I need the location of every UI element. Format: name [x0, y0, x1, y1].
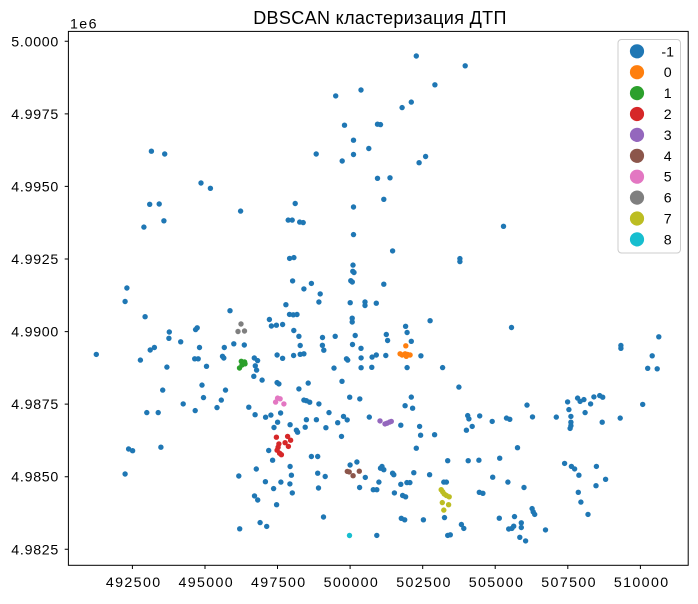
- svg-text:1e6: 1e6: [70, 17, 97, 33]
- svg-text:502500: 502500: [396, 575, 450, 591]
- svg-text:1: 1: [664, 86, 672, 102]
- svg-text:497500: 497500: [251, 575, 305, 591]
- svg-text:5: 5: [664, 170, 672, 186]
- svg-text:2: 2: [664, 107, 672, 123]
- svg-text:4.9875: 4.9875: [11, 397, 58, 413]
- svg-text:500000: 500000: [324, 575, 378, 591]
- svg-text:8: 8: [664, 232, 672, 248]
- svg-text:0: 0: [664, 65, 672, 81]
- svg-text:505000: 505000: [469, 575, 523, 591]
- svg-text:5.0000: 5.0000: [11, 34, 58, 50]
- svg-text:4.9950: 4.9950: [11, 179, 58, 195]
- svg-text:492500: 492500: [106, 575, 160, 591]
- svg-text:6: 6: [664, 191, 672, 207]
- svg-text:-1: -1: [661, 44, 674, 60]
- svg-text:507500: 507500: [541, 575, 595, 591]
- svg-text:4.9975: 4.9975: [11, 107, 58, 123]
- svg-text:7: 7: [664, 212, 672, 228]
- svg-text:495000: 495000: [179, 575, 233, 591]
- svg-text:4.9825: 4.9825: [11, 542, 58, 558]
- svg-text:4: 4: [664, 149, 672, 165]
- svg-text:4.9900: 4.9900: [11, 325, 58, 341]
- svg-text:DBSCAN кластеризация ДТП: DBSCAN кластеризация ДТП: [253, 8, 507, 28]
- svg-text:510000: 510000: [614, 575, 668, 591]
- svg-text:3: 3: [664, 128, 672, 144]
- svg-text:4.9850: 4.9850: [11, 470, 58, 486]
- svg-text:4.9925: 4.9925: [11, 252, 58, 268]
